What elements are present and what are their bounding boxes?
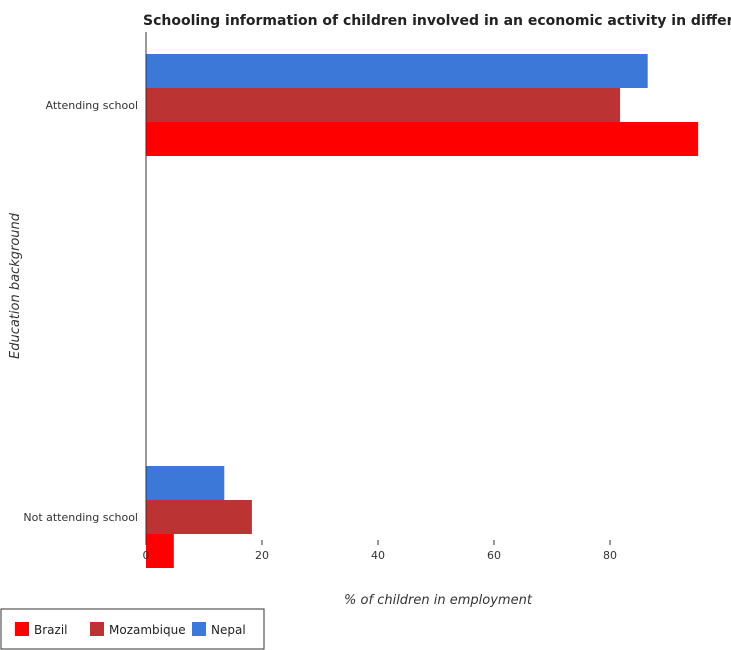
bar-nepal-not-attending [146,466,225,500]
bar-nepal-attending [146,54,648,88]
legend-swatch-nepal [192,622,206,636]
x-tick-label: 0 [143,549,150,562]
x-tick-label: 80 [603,549,617,562]
legend-swatch-brazil [15,622,29,636]
legend-swatch-mozambique [90,622,104,636]
bar-brazil-not-attending [146,534,174,568]
legend-box [0,608,265,650]
bars-group [146,54,699,568]
bar-mozambique-not-attending [146,500,252,534]
y-axis-label: Education background [8,212,23,359]
legend-label-brazil: Brazil [34,623,68,637]
bar-brazil-attending [146,122,699,156]
y-category-label: Attending school [46,99,138,112]
y-category-labels: Not attending school Attending school [23,99,138,524]
chart-title: Schooling information of children involv… [143,13,731,29]
legend-items: Brazil Mozambique Nepal [15,622,246,637]
x-tick-label: 20 [255,549,269,562]
legend-label-mozambique: Mozambique [109,623,186,637]
x-ticks-group: 0 20 40 60 80 [143,540,617,562]
bar-mozambique-attending [146,88,621,122]
x-tick-label: 40 [371,549,385,562]
x-axis-label: % of children in employment [344,593,533,608]
legend: Brazil Mozambique Nepal [0,608,265,650]
y-category-label: Not attending school [23,511,138,524]
x-tick-label: 60 [487,549,501,562]
legend-label-nepal: Nepal [211,623,246,637]
